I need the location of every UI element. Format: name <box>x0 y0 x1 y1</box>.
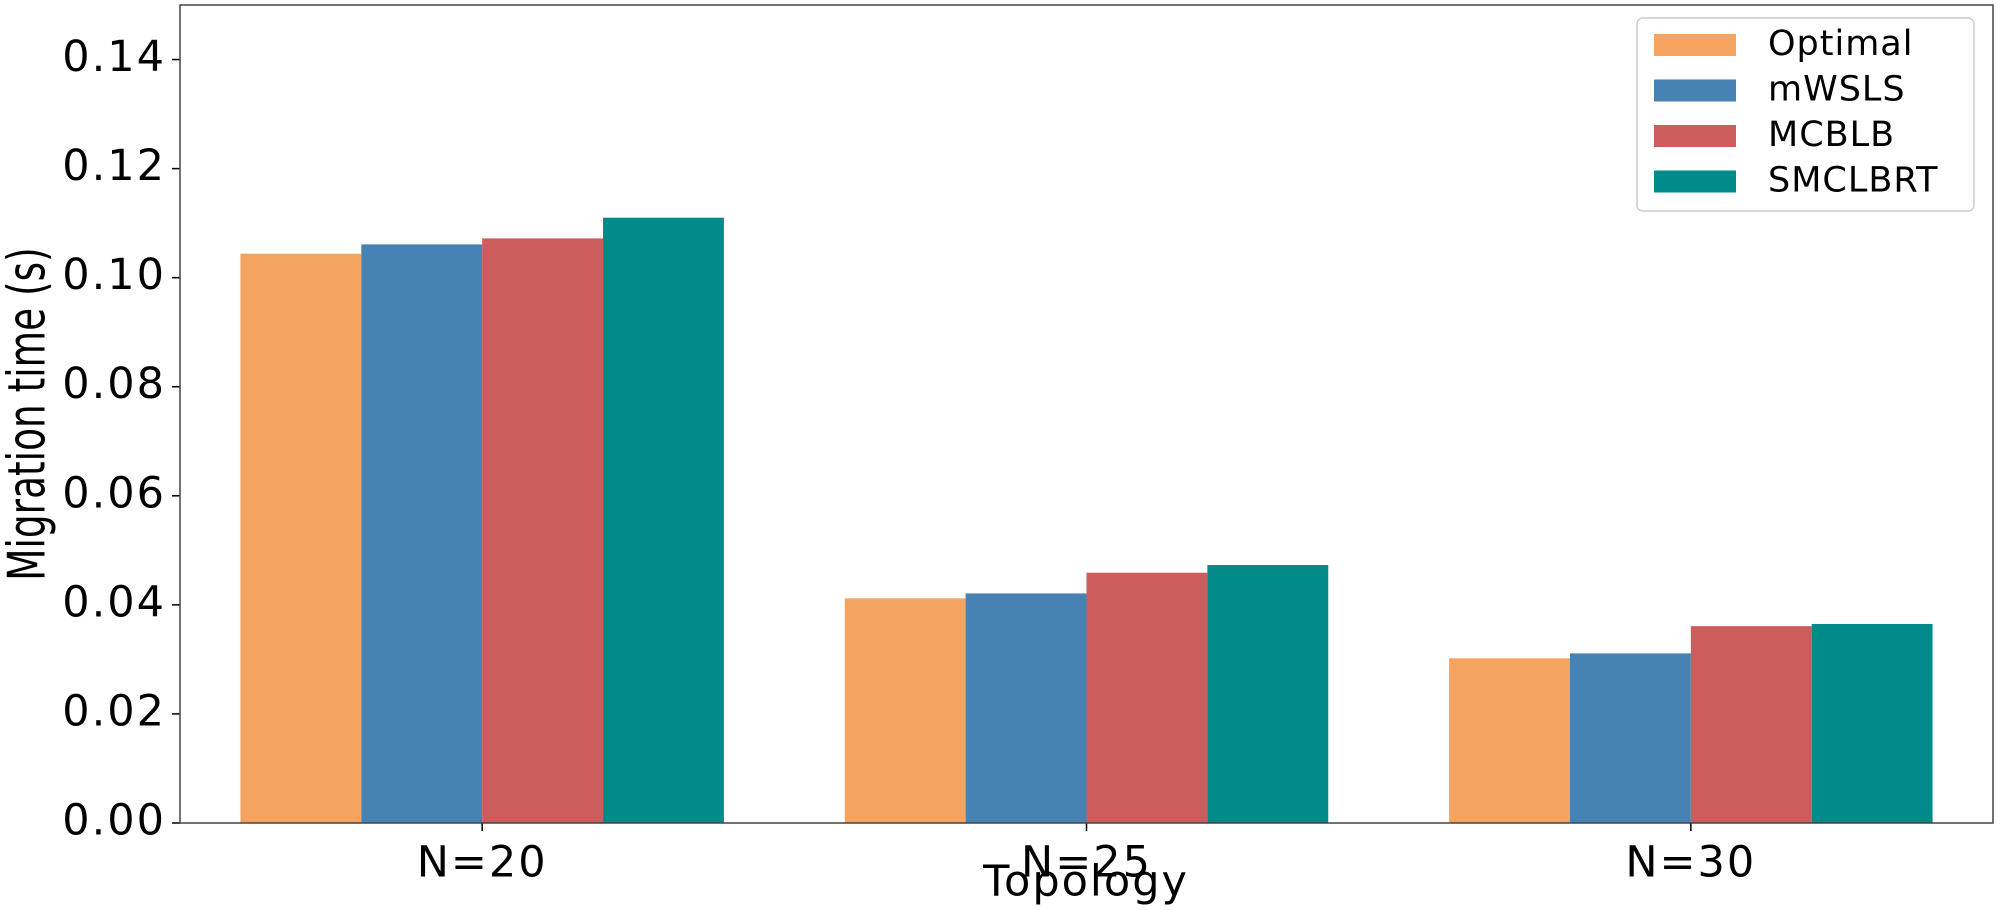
legend-label: Optimal <box>1768 24 1913 64</box>
y-axis-label: Migration time (s) <box>0 247 57 581</box>
legend-swatch <box>1654 79 1736 102</box>
bar <box>361 244 483 823</box>
bar <box>965 593 1087 823</box>
legend-swatch <box>1654 125 1736 147</box>
bar <box>1449 658 1570 823</box>
y-tick-label: 0.12 <box>62 141 166 191</box>
legend-label: SMCLBRT <box>1768 161 1939 201</box>
bar <box>1690 626 1812 823</box>
bar <box>603 217 724 823</box>
bar <box>1569 653 1691 823</box>
legend-box <box>1636 17 1975 212</box>
y-tick-label: 0.06 <box>62 468 166 518</box>
y-tick-label: 0.02 <box>62 686 166 736</box>
y-tick-label: 0.10 <box>62 250 166 300</box>
y-tick-label: 0.00 <box>62 796 166 846</box>
legend-swatch <box>1654 34 1736 56</box>
legend-label: mWSLS <box>1768 70 1906 110</box>
y-tick-label: 0.04 <box>62 577 166 627</box>
bar <box>482 238 604 824</box>
bar <box>1207 565 1329 823</box>
legend-swatch <box>1654 170 1736 193</box>
legend-label: MCBLB <box>1768 115 1895 155</box>
x-axis-label: Topology <box>982 857 1189 907</box>
x-tick-label: N=25 <box>1021 838 1152 888</box>
bar <box>1811 623 1933 823</box>
y-tick-label: 0.08 <box>62 359 166 409</box>
x-tick-label: N=20 <box>417 838 548 888</box>
plot-frame <box>179 4 1994 824</box>
bar <box>240 253 362 823</box>
x-tick-label: N=30 <box>1625 838 1756 888</box>
bar <box>844 598 966 823</box>
y-tick-label: 0.14 <box>62 32 166 82</box>
bar <box>1086 572 1208 823</box>
